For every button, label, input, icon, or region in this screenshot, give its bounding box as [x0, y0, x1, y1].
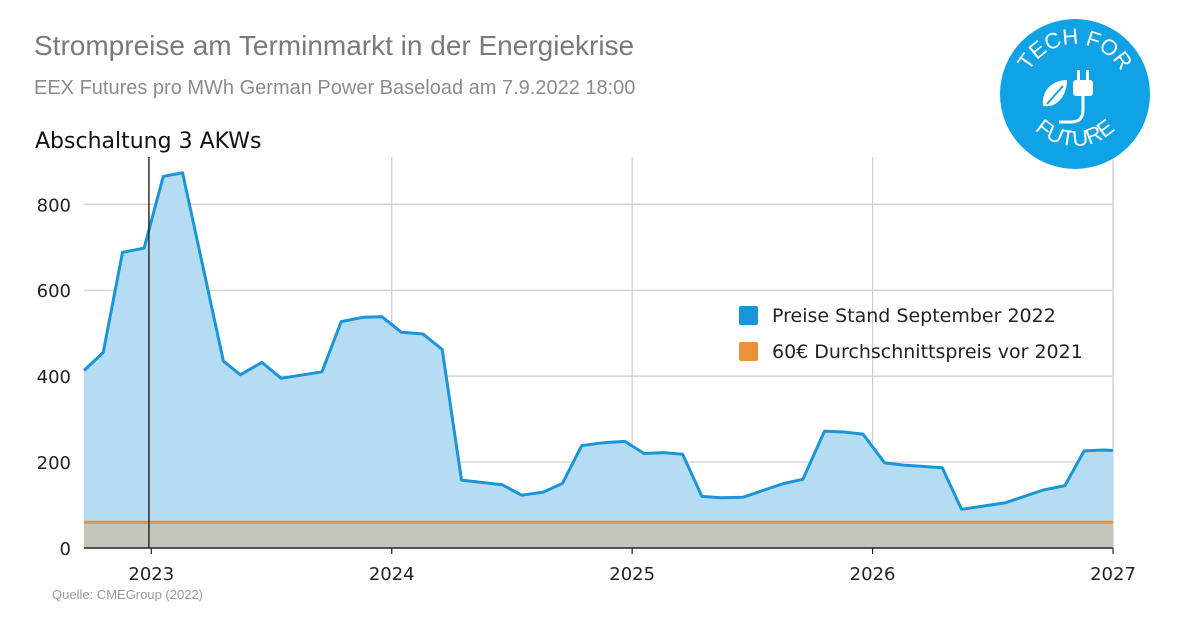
legend-label: 60€ Durchschnittspreis vor 2021	[772, 341, 1083, 363]
x-tick-label: 2023	[128, 564, 174, 585]
x-tick-label: 2025	[609, 564, 655, 585]
x-tick-label: 2026	[850, 564, 896, 585]
axis-layer	[84, 157, 1114, 554]
y-tick-label: 0	[60, 539, 71, 560]
x-tick-label: 2024	[369, 564, 415, 585]
legend-swatch	[739, 306, 758, 325]
x-tick-label: 2027	[1090, 564, 1136, 585]
source-note: Quelle: CMEGroup (2022)	[52, 587, 204, 602]
y-tick-label: 200	[37, 453, 71, 474]
chart-title: Strompreise am Terminmarkt in der Energi…	[34, 30, 635, 61]
tech-for-future-logo: TECH FOR FUTURE	[1000, 19, 1150, 169]
price-line	[82, 171, 1114, 511]
legend-swatch	[739, 342, 758, 361]
series-layer	[82, 171, 1114, 548]
y-tick-label: 600	[37, 281, 71, 302]
plug-leaf-icon	[1042, 70, 1093, 124]
chart-subtitle: EEX Futures pro MWh German Power Baseloa…	[34, 77, 636, 99]
y-tick-label: 800	[37, 195, 71, 216]
legend-label: Preise Stand September 2022	[772, 305, 1056, 327]
annotation-label: Abschaltung 3 AKWs	[35, 129, 261, 154]
reference-area-fill	[84, 522, 1113, 548]
label-layer: 0 200 400 600 800 2023 2024 2025 2026 2027 Abschal…	[35, 129, 1136, 585]
legend: Preise Stand September 2022 60€ Durchschn…	[739, 305, 1083, 363]
price-area-fill	[84, 172, 1113, 548]
y-tick-label: 400	[37, 367, 71, 388]
